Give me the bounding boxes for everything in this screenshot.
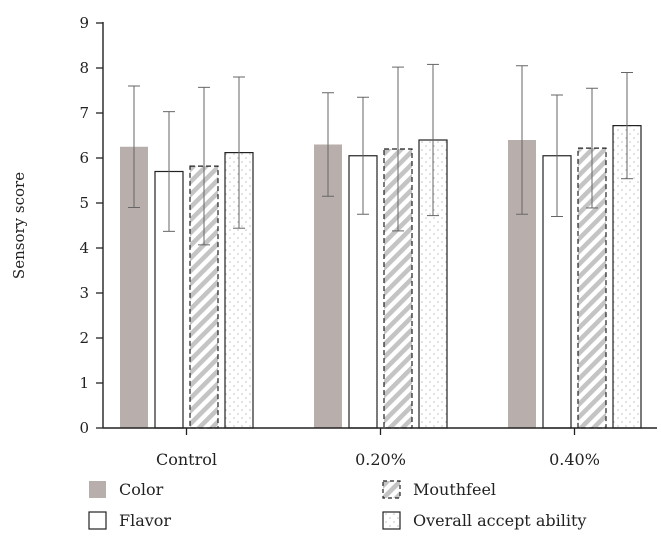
axes bbox=[102, 22, 657, 435]
error-bar-flavor-control bbox=[163, 111, 175, 232]
legend-label: Flavor bbox=[119, 511, 171, 530]
bars bbox=[120, 124, 642, 429]
y-tick-label: 9 bbox=[79, 14, 89, 32]
y-tick-label: 2 bbox=[79, 329, 89, 347]
legend-label: Overall accept ability bbox=[413, 511, 586, 530]
y-tick-label: 7 bbox=[79, 104, 89, 122]
legend-label: Color bbox=[119, 480, 164, 499]
x-category-label: 0.20% bbox=[355, 450, 406, 469]
y-axis-ticks: 0 1 2 3 4 5 6 7 8 9 bbox=[79, 14, 103, 437]
bar-mouthfeel-control bbox=[189, 165, 219, 429]
error-bars bbox=[128, 63, 633, 246]
y-tick-label: 1 bbox=[79, 374, 89, 392]
category-labels: Control 0.20% 0.40% bbox=[156, 450, 600, 469]
error-bar-color-0-20 bbox=[322, 92, 334, 197]
legend-swatch bbox=[89, 481, 106, 498]
error-bar-flavor-0-20 bbox=[357, 96, 369, 215]
legend-swatch bbox=[382, 480, 401, 499]
legend-item-overall-accept-ability: Overall accept ability bbox=[382, 511, 586, 530]
legend-swatch bbox=[88, 511, 107, 530]
error-bar-color-0-40 bbox=[516, 65, 528, 215]
x-category-label: 0.40% bbox=[549, 450, 600, 469]
y-axis-title-group: Sensory score bbox=[10, 172, 28, 279]
error-bar-overall-accept-ability-0-20 bbox=[427, 63, 439, 217]
y-tick-label: 8 bbox=[79, 59, 89, 77]
legend-item-mouthfeel: Mouthfeel bbox=[382, 480, 496, 499]
error-bar-color-control bbox=[128, 85, 140, 208]
legend: Color Flavor Mouthfeel Overall accept abili… bbox=[88, 480, 586, 530]
y-axis-title: Sensory score bbox=[10, 172, 28, 279]
legend-swatch bbox=[382, 511, 401, 530]
y-tick-label: 3 bbox=[79, 284, 89, 302]
bar-flavor-control bbox=[154, 170, 184, 429]
y-tick-label: 4 bbox=[79, 239, 89, 257]
error-bar-flavor-0-40 bbox=[551, 94, 563, 217]
y-tick-label: 6 bbox=[79, 149, 89, 167]
error-bar-overall-accept-ability-control bbox=[233, 76, 245, 229]
legend-label: Mouthfeel bbox=[413, 480, 496, 499]
error-bar-mouthfeel-0-20 bbox=[392, 66, 404, 232]
error-bar-mouthfeel-control bbox=[198, 86, 210, 246]
error-bar-mouthfeel-0-40 bbox=[586, 87, 598, 209]
y-tick-label: 0 bbox=[79, 419, 89, 437]
legend-item-color: Color bbox=[89, 480, 164, 499]
y-tick-label: 5 bbox=[79, 194, 89, 212]
error-bar-overall-accept-ability-0-40 bbox=[621, 72, 633, 180]
x-category-label: Control bbox=[156, 450, 217, 469]
legend-item-flavor: Flavor bbox=[88, 511, 171, 530]
